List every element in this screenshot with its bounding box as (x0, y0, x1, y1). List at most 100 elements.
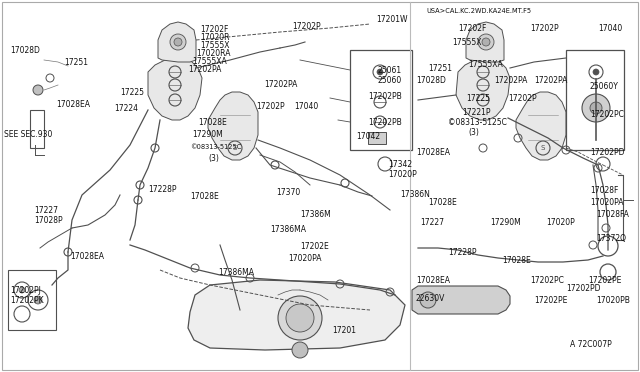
Polygon shape (516, 92, 566, 160)
Circle shape (170, 34, 186, 50)
Text: 17372Q: 17372Q (596, 234, 626, 243)
Text: 17201W: 17201W (376, 15, 408, 24)
Text: 17028EA: 17028EA (56, 100, 90, 109)
Text: 17202PA: 17202PA (494, 76, 527, 85)
Text: 17386MA: 17386MA (270, 225, 306, 234)
Text: 17202PD: 17202PD (566, 284, 600, 293)
Circle shape (286, 304, 314, 332)
Polygon shape (466, 22, 504, 62)
Text: 17202F: 17202F (458, 24, 486, 33)
Text: 17221P: 17221P (462, 108, 490, 117)
Text: 25060Y: 25060Y (590, 82, 619, 91)
Text: ©08313-5125C: ©08313-5125C (448, 118, 507, 127)
Text: 17020R: 17020R (200, 33, 230, 42)
Bar (368, 132, 386, 144)
Text: 17225: 17225 (466, 94, 490, 103)
Text: 17201: 17201 (332, 326, 356, 335)
Text: 17028EA: 17028EA (70, 252, 104, 261)
Text: 17202PJ: 17202PJ (10, 286, 41, 295)
Text: 17028E: 17028E (428, 198, 457, 207)
Text: 17020P: 17020P (546, 218, 575, 227)
Circle shape (278, 296, 322, 340)
Text: A 72C007P: A 72C007P (570, 340, 612, 349)
Text: 17020PA: 17020PA (288, 254, 321, 263)
Text: 17028E: 17028E (502, 256, 531, 265)
Bar (350, 50, 412, 150)
Text: 17028E: 17028E (198, 118, 227, 127)
Text: 17202P: 17202P (530, 24, 559, 33)
Text: USA>CAL.KC.2WD.KA24E.MT.F5: USA>CAL.KC.2WD.KA24E.MT.F5 (426, 8, 531, 14)
Text: 17020P: 17020P (388, 170, 417, 179)
Circle shape (590, 102, 602, 114)
Polygon shape (158, 22, 196, 62)
Text: 17202P: 17202P (292, 22, 321, 31)
Text: 17028D: 17028D (10, 46, 40, 55)
Text: 25060: 25060 (378, 76, 403, 85)
Text: 17042: 17042 (356, 132, 380, 141)
Text: 17040: 17040 (294, 102, 318, 111)
Circle shape (478, 34, 494, 50)
Text: 17386M: 17386M (300, 210, 331, 219)
Text: 17228P: 17228P (448, 248, 477, 257)
Text: 17202P: 17202P (256, 102, 285, 111)
Text: 17028E: 17028E (190, 192, 219, 201)
Text: 17202PA: 17202PA (264, 80, 298, 89)
Text: 17028EA: 17028EA (416, 148, 450, 157)
Text: 17342: 17342 (388, 160, 412, 169)
Circle shape (19, 287, 25, 293)
Text: 17370: 17370 (276, 188, 300, 197)
Text: 17028FA: 17028FA (596, 210, 629, 219)
Text: 17028P: 17028P (34, 216, 63, 225)
Bar (8, 270, 56, 330)
Text: 17290M: 17290M (192, 130, 223, 139)
Text: 22630V: 22630V (416, 294, 445, 303)
Text: 17251: 17251 (64, 58, 88, 67)
Text: 17251: 17251 (428, 64, 452, 73)
Circle shape (420, 292, 436, 308)
Text: 17202PK: 17202PK (10, 296, 44, 305)
Text: 17028D: 17028D (416, 76, 446, 85)
Text: 17227: 17227 (420, 218, 444, 227)
Text: 17202PE: 17202PE (534, 296, 568, 305)
Text: 17555XA: 17555XA (192, 57, 227, 66)
Text: 17028F: 17028F (590, 186, 618, 195)
Polygon shape (208, 92, 258, 160)
Text: 17225: 17225 (120, 88, 144, 97)
Circle shape (33, 85, 43, 95)
Circle shape (292, 342, 308, 358)
Text: 17028EA: 17028EA (416, 276, 450, 285)
Text: 17020PB: 17020PB (596, 296, 630, 305)
Text: 17202P: 17202P (508, 94, 536, 103)
Circle shape (482, 38, 490, 46)
Text: 17202PD: 17202PD (590, 148, 625, 157)
Text: 17290M: 17290M (490, 218, 521, 227)
Circle shape (582, 94, 610, 122)
Text: 17202PC: 17202PC (590, 110, 624, 119)
Text: 17202PA: 17202PA (188, 65, 221, 74)
Polygon shape (456, 58, 510, 120)
Text: (3): (3) (208, 154, 219, 163)
Text: 17227: 17227 (34, 206, 58, 215)
Text: 17386MA: 17386MA (218, 268, 254, 277)
Circle shape (593, 69, 599, 75)
Circle shape (174, 38, 182, 46)
Text: 17555X: 17555X (452, 38, 481, 47)
Text: 17020RA: 17020RA (196, 49, 230, 58)
Circle shape (34, 296, 42, 304)
Text: 17040: 17040 (598, 24, 622, 33)
Polygon shape (188, 280, 405, 350)
Text: 17555XA: 17555XA (468, 60, 503, 69)
Text: 17202E: 17202E (300, 242, 329, 251)
Text: 17202F: 17202F (200, 25, 228, 34)
Text: (3): (3) (468, 128, 479, 137)
Text: 17020PA: 17020PA (590, 198, 623, 207)
Text: 17202PB: 17202PB (368, 92, 402, 101)
Text: 17202PA: 17202PA (534, 76, 568, 85)
Text: S: S (541, 145, 545, 151)
Text: 17202PE: 17202PE (588, 276, 621, 285)
Text: 17202PB: 17202PB (368, 118, 402, 127)
Text: 17202PC: 17202PC (530, 276, 564, 285)
Text: ©08313-5125C: ©08313-5125C (190, 144, 241, 150)
Polygon shape (412, 286, 510, 314)
Circle shape (377, 69, 383, 75)
